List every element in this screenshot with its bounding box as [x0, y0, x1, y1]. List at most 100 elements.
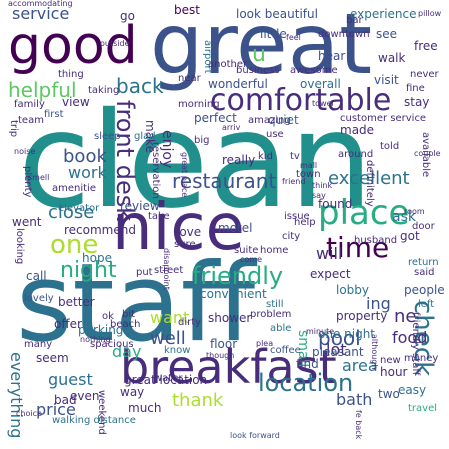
- word-easy: easy: [398, 383, 427, 397]
- word-recommend: recommend: [64, 223, 136, 237]
- word-lot: lot: [326, 340, 347, 359]
- word-food: food: [392, 328, 428, 347]
- word-one: one: [50, 230, 99, 260]
- word-excellent: excellent: [328, 168, 410, 189]
- word-place: place: [318, 193, 410, 233]
- word-staff: staff: [16, 241, 256, 366]
- word-come: come: [240, 255, 263, 264]
- word-think: think: [312, 181, 333, 190]
- word-ask: ask: [392, 209, 416, 225]
- word-enjoy: enjoy: [159, 130, 175, 169]
- word-town: town: [296, 169, 321, 180]
- word-amenitie: amenitie: [52, 183, 96, 194]
- word-go: go: [120, 9, 135, 23]
- word-shower: shower: [208, 311, 252, 325]
- word-look-forward: look forward: [230, 431, 280, 440]
- word-want: want: [150, 308, 190, 327]
- word-know: know: [164, 345, 191, 356]
- word-spacious: spacious: [90, 339, 134, 350]
- word-dirty: dirty: [178, 317, 202, 328]
- word-team: team: [18, 115, 44, 126]
- word-pillow: pillow: [418, 9, 442, 18]
- word-towel: towel: [312, 99, 334, 108]
- word-got: got: [400, 229, 420, 243]
- word-business: business: [236, 65, 280, 76]
- word-will: will: [316, 244, 343, 263]
- word-book: book: [63, 146, 107, 167]
- word-water: water: [154, 373, 183, 384]
- word-say: say: [312, 191, 326, 200]
- word-see: see: [376, 27, 398, 41]
- word-work: work: [68, 163, 107, 182]
- word-city: city: [282, 231, 301, 242]
- word-put: put: [136, 267, 153, 278]
- word-left: left: [418, 299, 435, 310]
- word-convenient: convenient: [200, 287, 267, 301]
- word-kid: kid: [258, 151, 273, 162]
- word-overall: overall: [300, 77, 341, 91]
- word-bit: bit: [122, 309, 136, 320]
- word-first: first: [44, 109, 64, 120]
- word-bar: bar: [346, 15, 363, 26]
- word-expect: expect: [310, 267, 351, 281]
- word-noise: noise: [14, 147, 36, 156]
- word-much: much: [128, 401, 162, 415]
- word-though: though: [206, 351, 235, 360]
- word-friendly: friendly: [192, 262, 284, 290]
- word-fe-back: fe back: [354, 410, 363, 440]
- word-morning: morning: [178, 99, 220, 110]
- word-bath: bath: [336, 390, 373, 409]
- word-money: money: [404, 353, 439, 364]
- word-view: view: [62, 95, 90, 109]
- word-friend: friend: [282, 177, 306, 186]
- word-tv: tv: [290, 151, 300, 162]
- word-restaurant: restaurant: [172, 169, 277, 193]
- word-helpful: helpful: [8, 78, 77, 102]
- word-people: people: [404, 283, 445, 297]
- word-use: use: [266, 129, 284, 140]
- word-plea: plea: [256, 339, 274, 348]
- word-best: best: [174, 3, 200, 17]
- word-glad: glad: [134, 131, 156, 142]
- word-walking-distance: walking distance: [52, 415, 136, 426]
- word-disappoint: disappoint: [162, 248, 171, 290]
- word-quiet: quiet: [268, 113, 299, 127]
- word-sleep: sleep: [94, 131, 121, 142]
- word-look-beautiful: look beautiful: [236, 7, 318, 21]
- word-travel: travel: [408, 403, 438, 414]
- word-another: another: [208, 59, 248, 70]
- word-breakfast: breakfast: [120, 340, 337, 394]
- word-although: although: [370, 334, 379, 370]
- word-said: said: [414, 267, 435, 278]
- word-made: made: [340, 123, 375, 137]
- word-fine: fine: [406, 83, 425, 94]
- word-nothing: nothing: [80, 335, 111, 344]
- word-nice: nice: [112, 191, 245, 265]
- word-day: day: [112, 342, 142, 361]
- word-great-location: great location: [124, 373, 208, 387]
- word-pool: pool: [318, 326, 361, 350]
- word-visit: visit: [374, 73, 399, 87]
- word-lobby: lobby: [336, 283, 370, 297]
- word-great: great: [150, 0, 373, 93]
- word-perfect: perfect: [194, 111, 237, 125]
- word-beach: beach: [110, 319, 141, 330]
- word-everything: everything: [7, 352, 26, 439]
- word-seem: seem: [36, 351, 69, 365]
- word-return: return: [408, 257, 439, 268]
- word-mall: mall: [300, 161, 318, 170]
- word-location: location: [258, 369, 354, 397]
- word-back: back: [116, 74, 164, 98]
- word-even: even: [70, 389, 100, 403]
- word-take: take: [148, 211, 170, 222]
- word-bad: bad: [54, 393, 77, 407]
- word-walk: walk: [378, 51, 406, 65]
- word-ok: ok: [102, 311, 114, 322]
- word-looking: looking: [14, 228, 25, 265]
- word-couple: couple: [414, 149, 441, 158]
- word-hear: hear: [318, 49, 346, 63]
- word-sure: sure: [174, 239, 196, 250]
- word-ing: ing: [366, 294, 391, 313]
- word-problem: problem: [250, 309, 292, 320]
